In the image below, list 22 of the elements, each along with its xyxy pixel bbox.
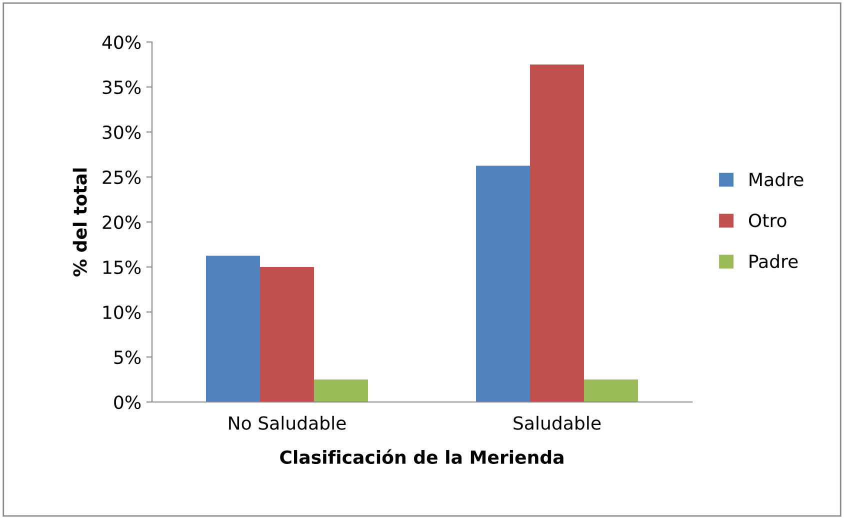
y-tick-label: 0% — [114, 395, 141, 410]
y-tick-label: 15% — [103, 260, 141, 274]
y-tick-label: 25% — [102, 170, 141, 184]
y-axis-title: % del total — [72, 168, 87, 276]
x-tick-label: Saludable — [514, 416, 601, 430]
legend-label: Madre — [750, 172, 804, 186]
legend-label: Otro — [748, 214, 786, 228]
bar — [476, 166, 530, 402]
bar — [206, 256, 260, 402]
y-tick-label: 10% — [103, 305, 141, 320]
bar — [314, 380, 368, 402]
y-tick-label: 35% — [102, 80, 141, 94]
bar — [584, 380, 638, 402]
bar — [530, 64, 584, 402]
x-tick-label: No Saludable — [229, 416, 346, 430]
y-tick-label: 20% — [102, 215, 141, 230]
y-tick-label: 40% — [102, 35, 141, 50]
legend-label: Padre — [750, 254, 798, 268]
bar — [260, 267, 314, 402]
y-tick-label: 30% — [102, 125, 141, 140]
x-axis-title: Clasificación de la Merienda — [280, 449, 564, 464]
y-tick-label: 5% — [114, 350, 141, 364]
